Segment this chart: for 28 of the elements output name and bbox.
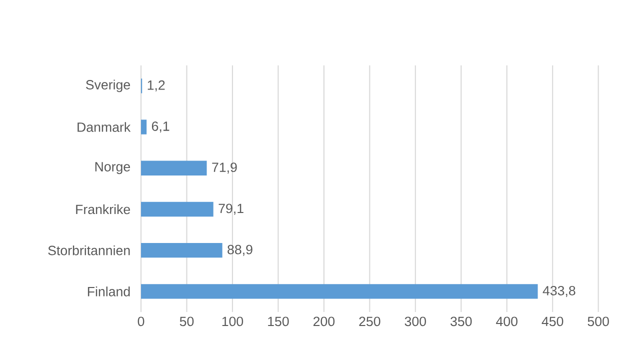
x-tick-label: 500: [588, 316, 609, 326]
x-tick-label: 200: [313, 316, 335, 326]
y-tick-label: Storbritannien: [48, 245, 130, 256]
data-label: 6,1: [152, 122, 170, 133]
bar: [141, 202, 214, 217]
x-tick-label: 300: [404, 316, 426, 326]
bar: [141, 243, 222, 258]
bar: [141, 284, 538, 299]
y-tick-label: Norge: [95, 162, 130, 174]
data-label: 1,2: [148, 80, 165, 92]
x-tick-label: 150: [268, 316, 289, 326]
x-tick-label: 350: [450, 316, 472, 326]
x-tick-label: 250: [359, 316, 380, 326]
y-tick-label: Danmark: [78, 122, 131, 132]
bar: [141, 160, 207, 176]
y-tick-label: Finland: [88, 286, 130, 296]
bar: [141, 120, 147, 134]
x-tick-label: 50: [180, 316, 194, 326]
data-label: 79,1: [218, 204, 244, 215]
data-label: 433,8: [542, 286, 576, 297]
y-tick-label: Frankrike: [76, 204, 130, 214]
y-tick-label: Sverige: [86, 80, 130, 92]
x-tick-label: 450: [542, 316, 564, 326]
x-tick-label: 400: [496, 316, 518, 326]
data-label: 71,9: [212, 162, 237, 174]
x-tick-label: 100: [222, 316, 244, 326]
data-label: 88,9: [228, 244, 252, 256]
x-tick-label: 0: [138, 316, 144, 326]
